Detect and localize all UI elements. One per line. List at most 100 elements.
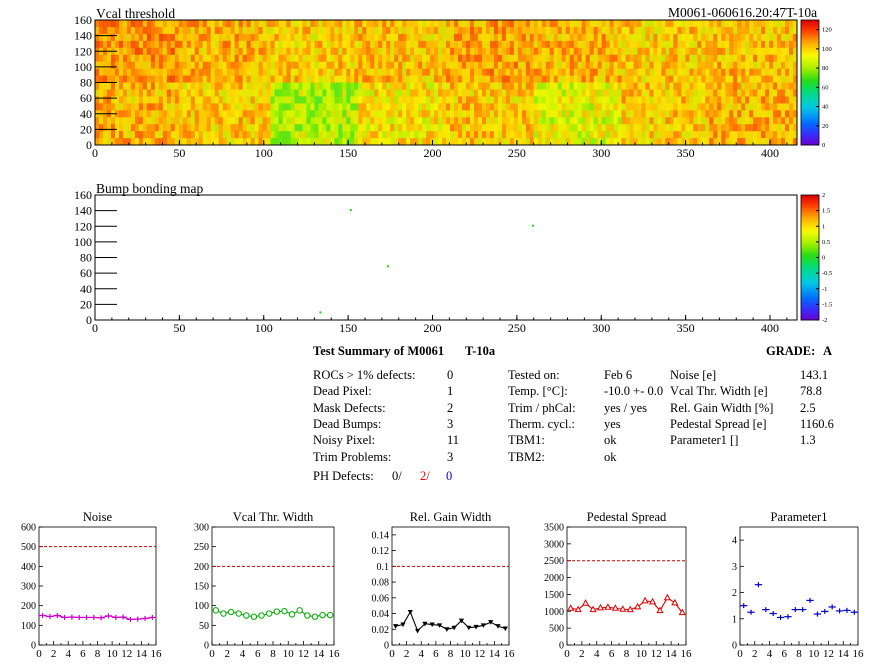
pixel-cell [625,103,630,111]
pixel-cell [282,117,287,125]
palette-step [801,285,819,288]
pixel-cell [98,33,104,42]
pixel-cell [198,89,203,97]
pixel-cell [202,124,207,132]
pixel-cell [585,138,590,146]
pixel-cell [414,40,419,49]
pixel-cell [789,47,794,56]
pixel-cell [402,61,407,69]
pixel-cell [545,54,551,62]
pixel-cell [302,124,307,132]
pixel-cell [777,26,782,35]
pixel-cell [605,89,610,97]
pixel-cell [406,110,411,118]
pixel-cell [102,61,108,69]
pixel-cell [438,124,443,132]
pixel-cell [154,131,160,139]
palette-step [801,255,819,258]
pixel-cell [102,82,108,90]
pixel-cell [661,68,666,76]
pixel-cell [481,75,487,83]
pixel-cell [406,138,411,146]
pixel-cell [517,47,523,56]
pixel-cell [453,82,459,90]
pixel-cell [589,117,594,125]
pixel-cell [214,103,219,111]
pixel-cell [406,103,411,111]
pixel-cell [701,131,706,139]
palette-step [801,267,819,271]
pixel-cell [162,110,168,118]
pixel-cell [625,26,630,35]
pixel-cell [573,131,578,139]
pixel-cell [198,138,203,146]
pixel-cell [314,131,319,139]
pixel-cell [613,26,618,35]
pixel-cell [130,82,136,90]
pixel-cell [685,117,690,125]
pixel-cell [402,96,407,104]
pixel-cell [681,68,686,76]
pixel-cell [130,110,136,118]
pixel-cell [202,89,207,97]
pixel-cell [178,96,184,104]
pixel-cell [282,54,287,62]
pixel-cell [461,68,467,76]
pixel-cell [781,26,786,35]
pixel-cell [426,117,431,125]
pixel-cell [561,89,566,97]
pixel-cell [457,61,463,69]
pixel-cell [681,89,686,97]
pixel-cell [358,89,363,97]
pixel-cell [709,68,714,76]
pixel-cell [625,47,630,56]
pixel-cell [294,82,299,90]
pixel-cell [210,68,215,76]
pixel-cell [701,47,706,56]
x-tick-label: 8 [95,648,101,660]
pixel-cell [354,89,359,97]
pixel-cell [422,138,427,146]
pixel-cell [294,20,299,28]
pixel-cell [266,68,271,76]
pixel-cell [569,110,574,118]
pixel-cell [390,96,395,104]
pixel-cell [166,110,172,118]
pixel-cell [741,68,746,76]
pixel-cell [438,89,443,97]
pixel-cell [162,26,168,35]
pixel-cell [597,82,602,90]
pixel-cell [589,75,594,83]
pixel-cell [194,110,200,118]
pixel-cell [637,89,642,97]
x-tick-label: 0 [564,648,570,660]
pixel-cell [150,47,156,56]
pixel-cell [681,61,686,69]
pixel-cell [186,110,192,118]
pixel-cell [757,103,762,111]
pixel-cell [581,26,586,35]
pixel-cell [342,96,347,104]
pixel-cell [374,110,379,118]
pixel-cell [513,103,519,111]
y-tick-label: 200 [194,562,209,573]
pixel-cell [557,54,562,62]
pixel-cell [621,33,626,42]
pixel-cell [286,138,291,146]
pixel-cell [541,68,547,76]
pixel-cell [350,110,355,118]
palette-step [801,290,819,293]
pixel-cell [174,96,180,104]
pixel-cell [601,124,606,132]
pixel-cell [545,131,551,139]
pixel-cell [246,82,251,90]
pixel-cell [733,33,738,42]
pixel-cell [485,68,491,76]
pixel-cell [262,124,267,132]
pixel-cell [126,20,132,28]
pixel-cell [382,75,387,83]
pixel-cell [485,96,491,104]
pixel-cell [525,96,531,104]
pixel-cell [713,103,718,111]
palette-step [801,122,819,126]
